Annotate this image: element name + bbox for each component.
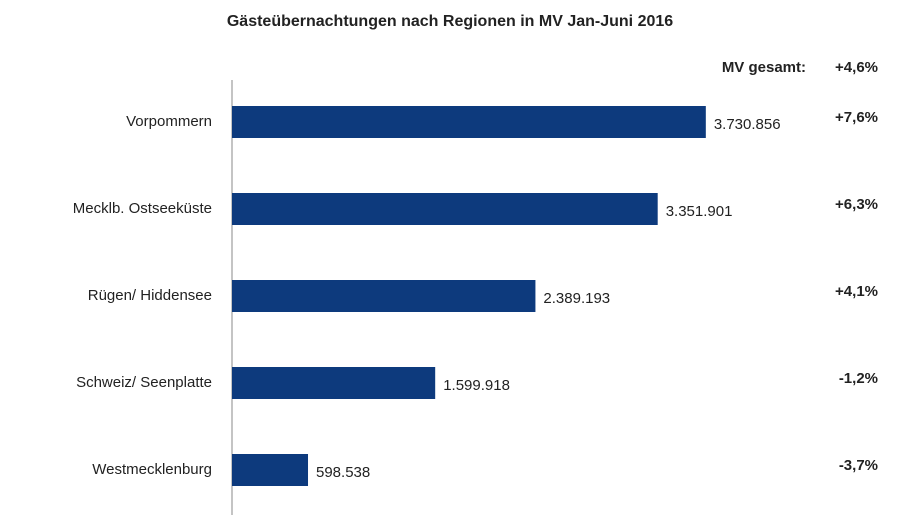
bar (232, 367, 436, 399)
change-label: +6,3% (835, 196, 878, 213)
bar (232, 193, 658, 225)
category-label: Rügen/ Hiddensee (88, 287, 212, 304)
category-label: Mecklb. Ostseeküste (73, 200, 212, 217)
value-label: 3.730.856 (714, 116, 781, 133)
change-label: +7,6% (835, 109, 878, 126)
value-label: 1.599.918 (443, 377, 510, 394)
value-label: 2.389.193 (543, 290, 610, 307)
bar (232, 454, 309, 486)
total-value: +4,6% (835, 59, 878, 76)
chart-title: Gästeübernachtungen nach Regionen in MV … (227, 13, 673, 30)
value-label: 3.351.901 (666, 203, 733, 220)
change-label: +4,1% (835, 283, 878, 300)
category-label: Vorpommern (126, 113, 212, 130)
category-label: Schweiz/ Seenplatte (76, 374, 212, 391)
total-label: MV gesamt: (722, 59, 806, 76)
change-label: -1,2% (839, 370, 878, 387)
change-label: -3,7% (839, 457, 878, 474)
category-label: Westmecklenburg (92, 461, 212, 478)
bar (232, 280, 536, 312)
value-label: 598.538 (316, 464, 370, 481)
bar (232, 106, 706, 138)
